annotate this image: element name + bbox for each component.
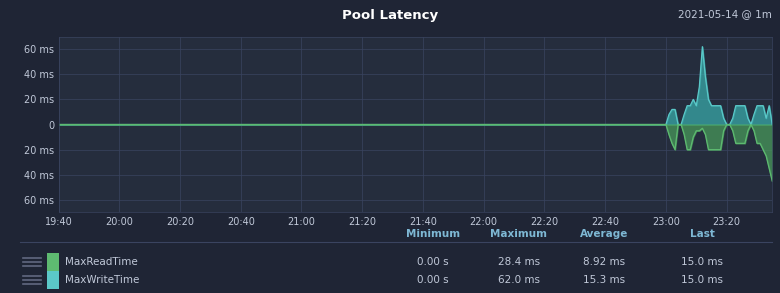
Text: Maximum: Maximum (490, 229, 548, 239)
Text: 0.00 s: 0.00 s (417, 257, 448, 267)
Text: MaxReadTime: MaxReadTime (65, 257, 137, 267)
Text: 8.92 ms: 8.92 ms (583, 257, 626, 267)
Text: Pool Latency: Pool Latency (342, 9, 438, 22)
Text: MaxWriteTime: MaxWriteTime (65, 275, 139, 285)
Text: 0.00 s: 0.00 s (417, 275, 448, 285)
Text: Last: Last (690, 229, 714, 239)
Text: 62.0 ms: 62.0 ms (498, 275, 540, 285)
Text: Average: Average (580, 229, 629, 239)
Text: 15.0 ms: 15.0 ms (681, 257, 723, 267)
Text: 28.4 ms: 28.4 ms (498, 257, 540, 267)
Text: 15.0 ms: 15.0 ms (681, 275, 723, 285)
Text: 2021-05-14 @ 1m: 2021-05-14 @ 1m (679, 9, 772, 19)
Text: 15.3 ms: 15.3 ms (583, 275, 626, 285)
Text: Minimum: Minimum (406, 229, 460, 239)
